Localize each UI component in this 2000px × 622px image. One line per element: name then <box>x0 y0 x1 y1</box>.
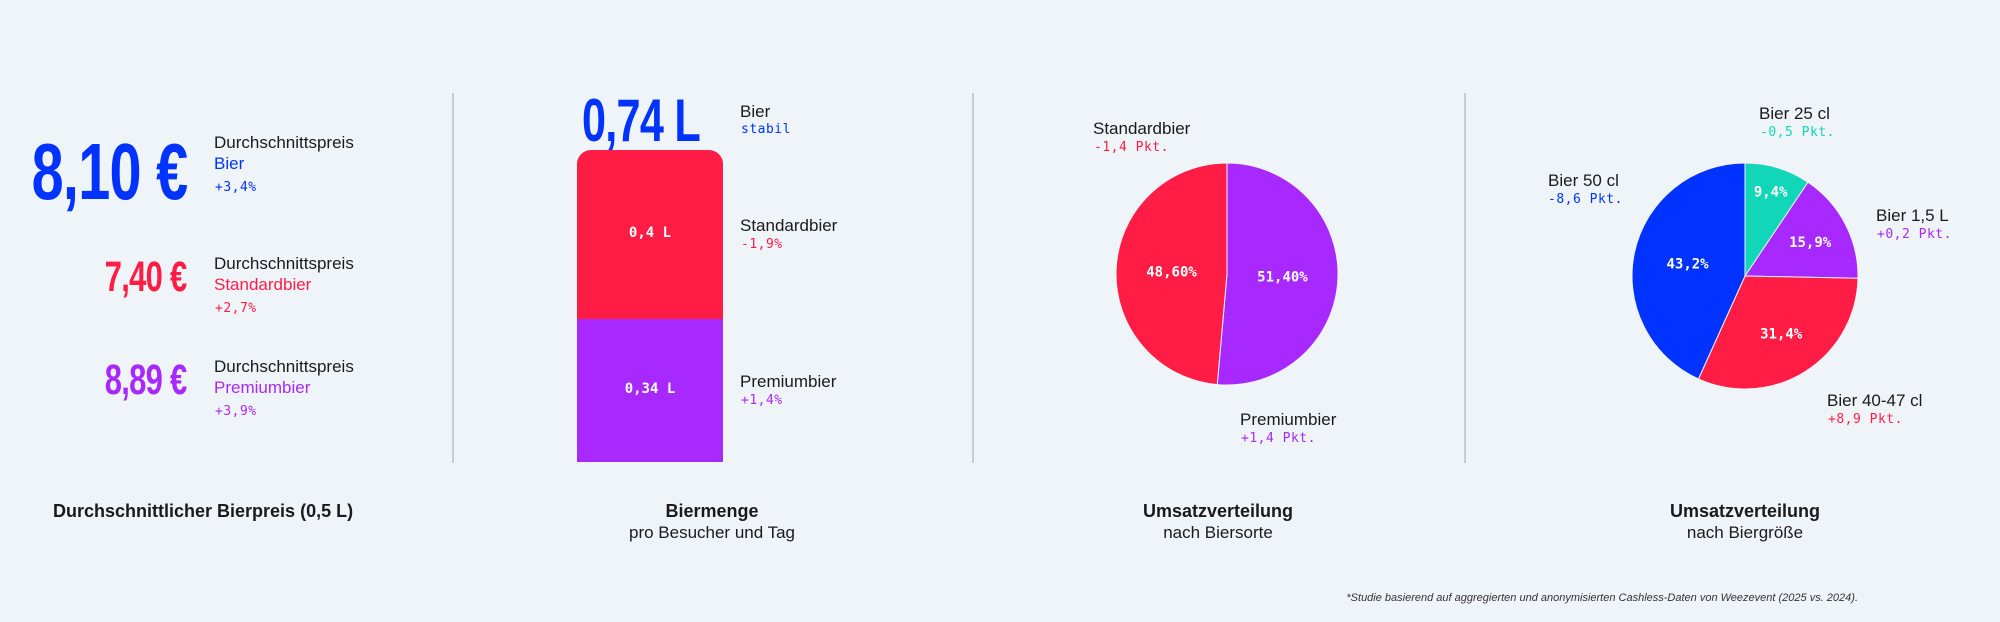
pie-slice-label: 43,2% <box>1666 257 1709 273</box>
pie-slice-bier-50-cl <box>1631 162 1746 380</box>
bar-segment-standardbier: 0,4 L <box>577 150 723 319</box>
pie2-subtitle: nach Biergröße <box>1686 523 1804 542</box>
price-change-bier: +3,4% <box>215 180 257 195</box>
pie-slice-label: 48,60% <box>1146 265 1197 281</box>
pie1-title: Umsatzverteilung <box>1142 501 1294 521</box>
pie1-label-standardbier: Standardbier <box>1093 119 1191 138</box>
pie2-change-1-5l: +0,2 Pkt. <box>1877 227 1952 242</box>
divider <box>1464 93 1466 463</box>
bar-label-standardbier: Standardbier <box>740 216 838 235</box>
pie2-label-40-47cl: Bier 40-47 cl <box>1827 391 1923 410</box>
price-label-bier: Durchschnittspreis <box>214 133 354 152</box>
price-change-premiumbier: +3,9% <box>215 404 257 419</box>
price-value-premiumbier: 8,89 € <box>105 356 187 404</box>
price-label-premiumbier: Durchschnittspreis <box>214 357 354 376</box>
pie-slice-standardbier <box>1115 162 1228 386</box>
price-change-standardbier: +2,7% <box>215 301 257 316</box>
volume-total: 0,74 L <box>581 87 701 154</box>
pie-slice-label: 51,40% <box>1257 269 1308 285</box>
pie2-change-25cl: -0,5 Pkt. <box>1760 125 1835 140</box>
pie2-change-40-47cl: +8,9 Pkt. <box>1828 412 1903 427</box>
price-label-standardbier: Durchschnittspreis <box>214 254 354 273</box>
pie1-subtitle: nach Biersorte <box>1163 523 1273 542</box>
volume-total-change: stabil <box>741 122 791 137</box>
volume-subtitle: pro Besucher und Tag <box>628 523 796 542</box>
volume-total-label: Bier <box>740 102 771 121</box>
pie-slice-label: 9,4% <box>1754 185 1788 201</box>
pie-slice-label: 15,9% <box>1789 235 1832 251</box>
bar-value-label: 0,34 L <box>624 381 676 398</box>
price-type-standardbier: Standardbier <box>214 275 312 294</box>
pie2-label-1-5l: Bier 1,5 L <box>1876 206 1949 225</box>
pie-slice-label: 31,4% <box>1760 326 1803 342</box>
bar-value-label: 0,4 L <box>628 225 672 242</box>
bar-change-premiumbier: +1,4% <box>741 393 783 408</box>
pie1-change-premiumbier: +1,4 Pkt. <box>1241 431 1316 446</box>
pie2-label-25cl: Bier 25 cl <box>1759 104 1830 123</box>
divider <box>452 93 454 463</box>
pie1-change-standardbier: -1,4 Pkt. <box>1094 140 1169 155</box>
bar-change-standardbier: -1,9% <box>741 237 783 252</box>
pie-slice-bier-40-47-cl <box>1697 275 1859 390</box>
price-type-premiumbier: Premiumbier <box>214 378 311 397</box>
price-section-title: Durchschnittlicher Bierpreis (0,5 L) <box>53 501 354 521</box>
pie2-label-50cl: Bier 50 cl <box>1548 171 1619 190</box>
divider <box>972 93 974 463</box>
price-value-bier: 8,10 € <box>31 127 188 216</box>
pie-slice-bier-1-5-l <box>1744 181 1859 279</box>
pie2-title: Umsatzverteilung <box>1669 501 1821 521</box>
footnote: *Studie basierend auf aggregierten und a… <box>1346 592 1858 604</box>
pie2-change-50cl: -8,6 Pkt. <box>1548 192 1623 207</box>
volume-title: Biermenge <box>665 501 759 521</box>
bar-label-premiumbier: Premiumbier <box>740 372 837 391</box>
price-value-standardbier: 7,40 € <box>105 253 187 301</box>
pie-slice-premiumbier <box>1216 162 1339 386</box>
bar-segment-premiumbier: 0,34 L <box>577 318 723 462</box>
pie1-label-premiumbier: Premiumbier <box>1240 410 1337 429</box>
price-type-bier: Bier <box>214 154 245 173</box>
